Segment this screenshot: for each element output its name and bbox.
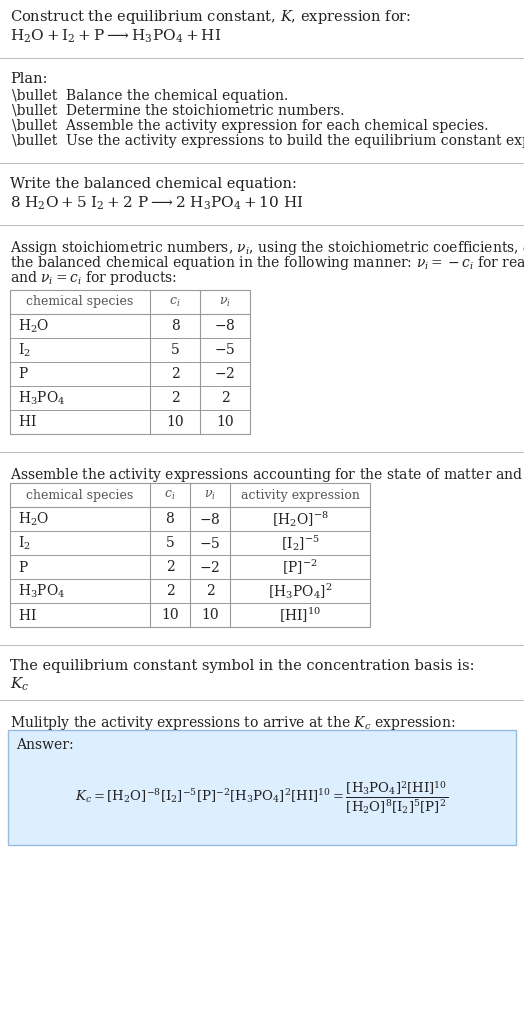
Text: $\nu_i$: $\nu_i$: [219, 295, 231, 308]
Text: Write the balanced chemical equation:: Write the balanced chemical equation:: [10, 177, 297, 191]
Text: $\mathrm{H_2O}$: $\mathrm{H_2O}$: [18, 510, 49, 528]
Text: $[\mathrm{I_2}]^{-5}$: $[\mathrm{I_2}]^{-5}$: [281, 533, 319, 552]
Text: the balanced chemical equation in the following manner: $\nu_i = -c_i$ for react: the balanced chemical equation in the fo…: [10, 254, 524, 272]
Text: 5: 5: [166, 536, 174, 550]
Text: and $\nu_i = c_i$ for products:: and $\nu_i = c_i$ for products:: [10, 269, 177, 287]
Text: $\mathrm{H_2O}$: $\mathrm{H_2O}$: [18, 318, 49, 335]
Text: 2: 2: [171, 391, 179, 405]
Text: $\mathrm{H_2O + I_2 + P \longrightarrow H_3PO_4 + HI}$: $\mathrm{H_2O + I_2 + P \longrightarrow …: [10, 28, 221, 45]
Text: $c_i$: $c_i$: [165, 488, 176, 501]
Text: $\mathrm{H_3PO_4}$: $\mathrm{H_3PO_4}$: [18, 389, 66, 406]
Text: $-5$: $-5$: [199, 535, 221, 550]
Text: \bullet  Use the activity expressions to build the equilibrium constant expressi: \bullet Use the activity expressions to …: [12, 134, 524, 148]
Text: \bullet  Assemble the activity expression for each chemical species.: \bullet Assemble the activity expression…: [12, 119, 488, 133]
Text: $\mathrm{I_2}$: $\mathrm{I_2}$: [18, 341, 31, 358]
Text: 2: 2: [221, 391, 230, 405]
Text: $\nu_i$: $\nu_i$: [204, 488, 216, 501]
Bar: [10, 290, 250, 434]
Text: 2: 2: [171, 367, 179, 381]
Text: 2: 2: [166, 560, 174, 574]
Text: Mulitply the activity expressions to arrive at the $K_c$ expression:: Mulitply the activity expressions to arr…: [10, 714, 455, 732]
Text: $[\mathrm{HI}]^{10}$: $[\mathrm{HI}]^{10}$: [279, 605, 321, 625]
Bar: [10, 483, 370, 627]
Text: $-2$: $-2$: [200, 560, 221, 575]
Text: Construct the equilibrium constant, $K$, expression for:: Construct the equilibrium constant, $K$,…: [10, 8, 411, 26]
Text: $\mathrm{HI}$: $\mathrm{HI}$: [18, 607, 37, 623]
Text: 10: 10: [166, 415, 184, 429]
FancyBboxPatch shape: [8, 730, 516, 845]
Text: \bullet  Determine the stoichiometric numbers.: \bullet Determine the stoichiometric num…: [12, 104, 344, 118]
Text: 8: 8: [166, 512, 174, 526]
Text: chemical species: chemical species: [26, 488, 134, 501]
Text: Answer:: Answer:: [16, 738, 74, 752]
Text: $\mathrm{P}$: $\mathrm{P}$: [18, 560, 29, 575]
Text: $[\mathrm{H_3PO_4}]^{2}$: $[\mathrm{H_3PO_4}]^{2}$: [268, 581, 332, 600]
Text: Plan:: Plan:: [10, 72, 48, 86]
Text: 10: 10: [201, 607, 219, 622]
Text: 5: 5: [171, 343, 179, 357]
Text: 8: 8: [171, 319, 179, 333]
Text: 2: 2: [166, 584, 174, 598]
Text: 2: 2: [205, 584, 214, 598]
Text: $8\ \mathrm{H_2O} + 5\ \mathrm{I_2} + 2\ \mathrm{P} \longrightarrow 2\ \mathrm{H: $8\ \mathrm{H_2O} + 5\ \mathrm{I_2} + 2\…: [10, 195, 303, 212]
Text: $-5$: $-5$: [214, 342, 236, 357]
Text: $[\mathrm{P}]^{-2}$: $[\mathrm{P}]^{-2}$: [282, 557, 318, 577]
Text: $-8$: $-8$: [199, 512, 221, 527]
Text: activity expression: activity expression: [241, 488, 359, 501]
Text: The equilibrium constant symbol in the concentration basis is:: The equilibrium constant symbol in the c…: [10, 659, 475, 673]
Text: $-2$: $-2$: [214, 367, 235, 382]
Text: $\mathrm{P}$: $\mathrm{P}$: [18, 367, 29, 382]
Text: 10: 10: [216, 415, 234, 429]
Text: Assemble the activity expressions accounting for the state of matter and $\nu_i$: Assemble the activity expressions accoun…: [10, 466, 524, 484]
Text: $K_c$: $K_c$: [10, 676, 29, 693]
Text: $\mathrm{HI}$: $\mathrm{HI}$: [18, 415, 37, 430]
Text: 10: 10: [161, 607, 179, 622]
Text: $\mathrm{H_3PO_4}$: $\mathrm{H_3PO_4}$: [18, 582, 66, 599]
Text: $-8$: $-8$: [214, 319, 236, 334]
Text: $\mathrm{I_2}$: $\mathrm{I_2}$: [18, 534, 31, 551]
Text: Assign stoichiometric numbers, $\nu_i$, using the stoichiometric coefficients, $: Assign stoichiometric numbers, $\nu_i$, …: [10, 239, 524, 257]
Text: \bullet  Balance the chemical equation.: \bullet Balance the chemical equation.: [12, 89, 288, 103]
Text: $K_c = [\mathrm{H_2O}]^{-8}[\mathrm{I_2}]^{-5}[\mathrm{P}]^{-2}[\mathrm{H_3PO_4}: $K_c = [\mathrm{H_2O}]^{-8}[\mathrm{I_2}…: [75, 779, 449, 816]
Text: chemical species: chemical species: [26, 295, 134, 308]
Text: $c_i$: $c_i$: [169, 295, 181, 308]
Text: $[\mathrm{H_2O}]^{-8}$: $[\mathrm{H_2O}]^{-8}$: [271, 509, 329, 529]
